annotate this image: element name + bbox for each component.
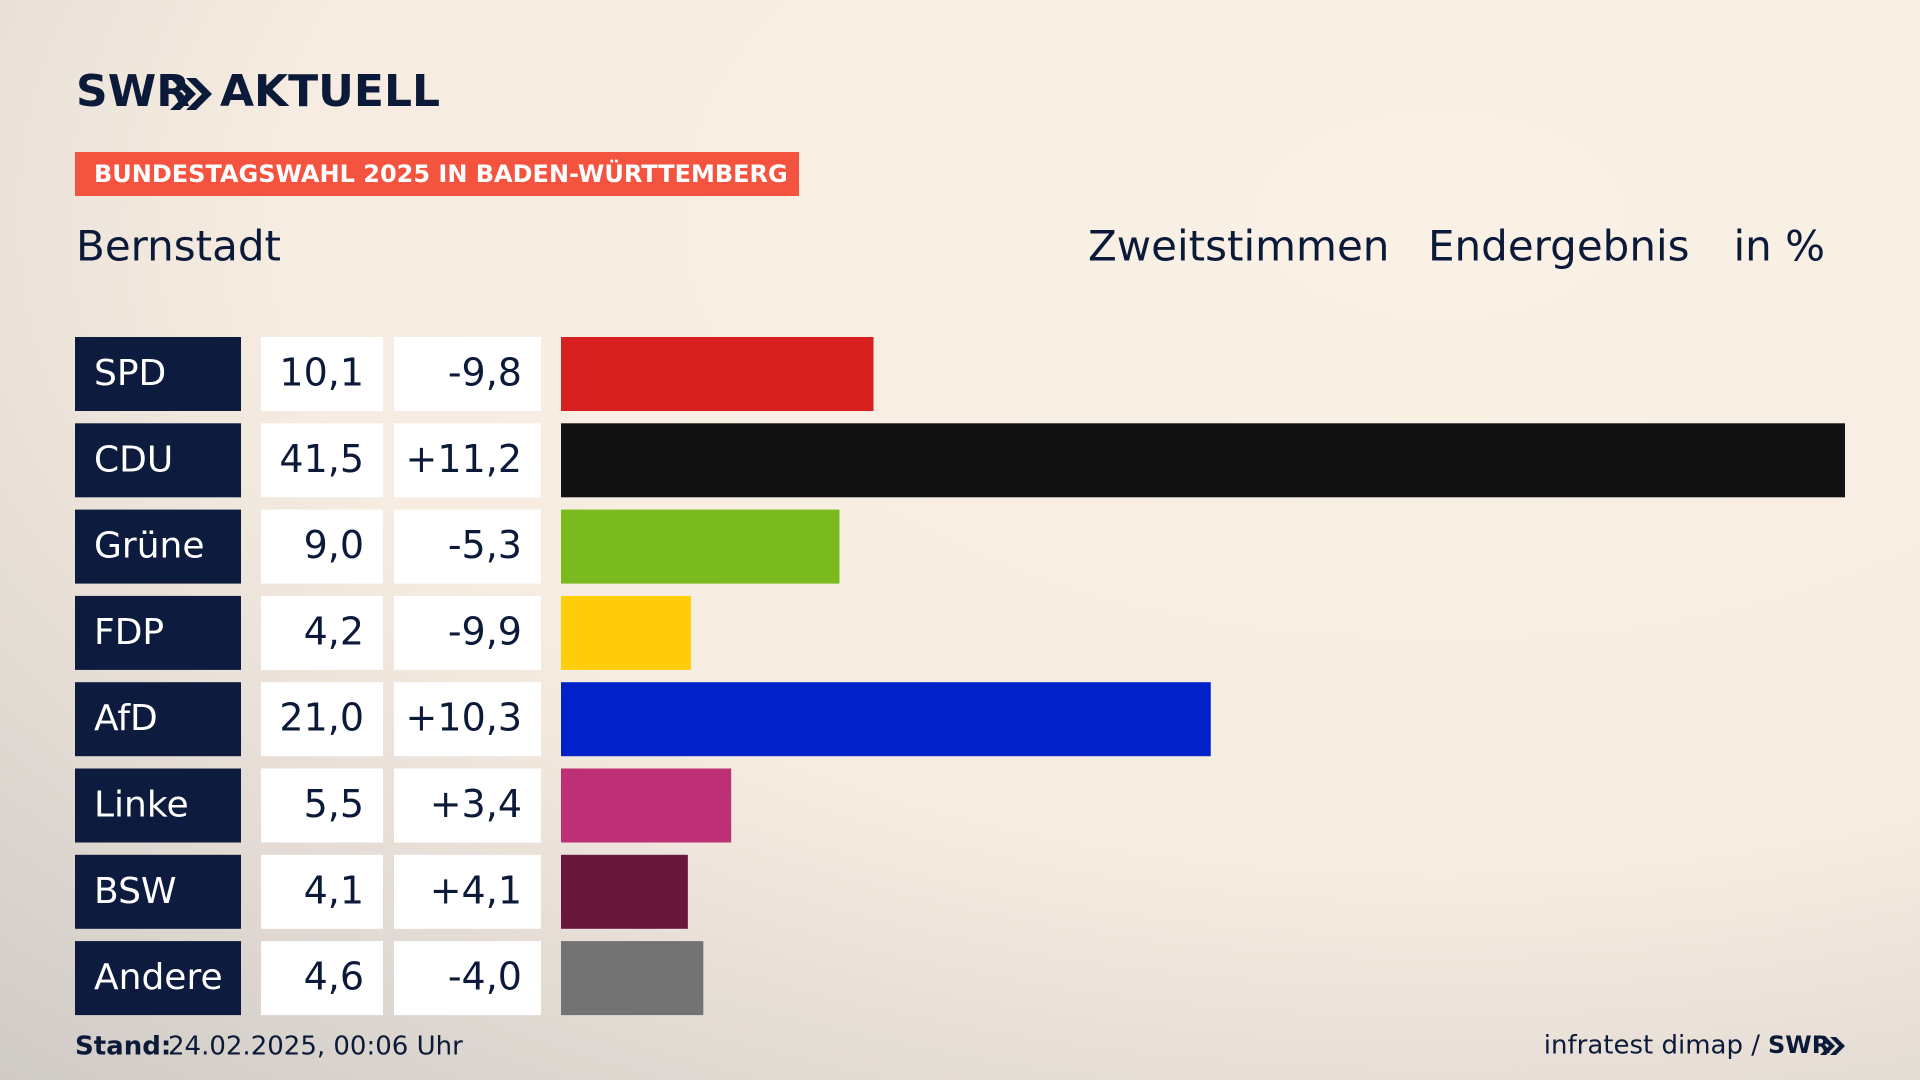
party-label: Linke: [94, 785, 189, 826]
change-label: -9,9: [448, 609, 522, 653]
value-label: 9,0: [304, 523, 364, 567]
party-label: Andere: [94, 957, 223, 998]
bar: [561, 941, 704, 1016]
change-box: [394, 941, 541, 1016]
party-label: FDP: [94, 612, 164, 653]
value-label: 5,5: [304, 782, 364, 826]
party-box: [75, 509, 241, 584]
brand-suffix: AKTUELL: [220, 66, 440, 117]
change-label: +10,3: [406, 696, 522, 740]
value-label: 10,1: [279, 351, 364, 395]
change-box: [394, 423, 541, 498]
change-box: [394, 768, 541, 843]
footer-label: Stand:: [75, 1032, 171, 1062]
party-box: [75, 423, 241, 498]
bar: [561, 337, 874, 411]
value-label: 41,5: [279, 437, 364, 481]
party-box: [75, 595, 241, 670]
value-label: 21,0: [279, 696, 364, 740]
value-box: [261, 423, 383, 498]
value-box: [261, 768, 383, 843]
subtitle: Zweitstimmen: [1088, 222, 1389, 271]
party-label: AfD: [94, 698, 158, 739]
brand-chevrons: [170, 78, 212, 110]
change-box: [394, 509, 541, 584]
party-label: Grüne: [94, 526, 204, 567]
party-box: [75, 682, 241, 757]
bar: [561, 595, 691, 670]
change-label: +3,4: [430, 782, 522, 826]
party-label: BSW: [94, 871, 177, 912]
party-box: [75, 854, 241, 929]
tag: BUNDESTAGSWAHL 2025 IN BADEN-WÜRTTEMBERG: [94, 158, 788, 188]
tag-box: [75, 152, 799, 196]
party-box: [75, 768, 241, 843]
brand: SWR: [76, 66, 190, 117]
source-chevrons: [1820, 1037, 1845, 1055]
bar: [561, 768, 732, 843]
bar: [561, 682, 1211, 757]
value-label: 4,6: [304, 955, 364, 999]
footer-date: 24.02.2025, 00:06 Uhr: [168, 1032, 463, 1062]
change-box: [394, 337, 541, 411]
value-label: 4,1: [304, 868, 364, 912]
title: Bernstadt: [76, 222, 281, 271]
party-box: [75, 941, 241, 1016]
value-box: [261, 337, 383, 411]
change-box: [394, 595, 541, 670]
bar: [561, 423, 1845, 498]
change-label: -5,3: [448, 523, 522, 567]
party-label: CDU: [94, 439, 173, 480]
value-box: [261, 509, 383, 584]
value-box: [261, 854, 383, 929]
change-label: +4,1: [430, 868, 522, 912]
change-box: [394, 682, 541, 757]
party-box: [75, 337, 241, 411]
change-label: -4,0: [448, 955, 522, 999]
source-brand: SWR: [1768, 1031, 1830, 1059]
value-label: 4,2: [304, 609, 364, 653]
subtitle: in %: [1733, 222, 1825, 271]
value-box: [261, 595, 383, 670]
party-label: SPD: [94, 353, 166, 394]
change-label: -9,8: [448, 351, 522, 395]
subtitle: Endergebnis: [1428, 222, 1690, 271]
change-label: +11,2: [406, 437, 522, 481]
change-box: [394, 854, 541, 929]
source: infratest dimap /: [1544, 1031, 1760, 1061]
value-box: [261, 682, 383, 757]
bar: [561, 509, 840, 584]
bar: [561, 854, 688, 929]
value-box: [261, 941, 383, 1016]
